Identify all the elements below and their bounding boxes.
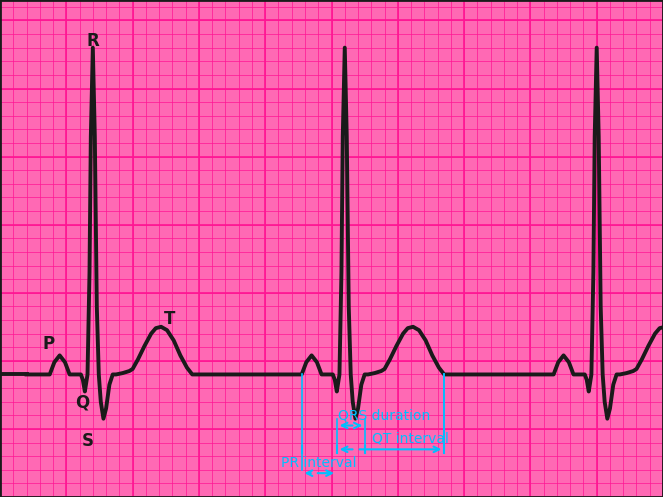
Text: T: T bbox=[163, 310, 175, 328]
Text: S: S bbox=[82, 432, 93, 450]
Text: QRS duration: QRS duration bbox=[337, 408, 430, 422]
Text: QT interval: QT interval bbox=[372, 432, 449, 446]
Text: R: R bbox=[86, 32, 99, 50]
Text: P: P bbox=[42, 335, 54, 353]
Text: PR interval: PR interval bbox=[282, 456, 357, 470]
Text: Q: Q bbox=[75, 394, 90, 412]
